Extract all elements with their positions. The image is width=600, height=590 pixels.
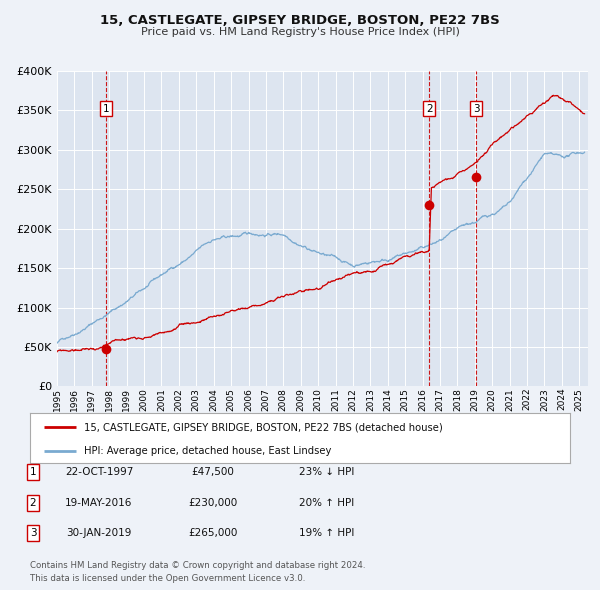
Text: 19-MAY-2016: 19-MAY-2016 bbox=[65, 498, 133, 507]
Text: Contains HM Land Registry data © Crown copyright and database right 2024.: Contains HM Land Registry data © Crown c… bbox=[30, 560, 365, 570]
Text: 20% ↑ HPI: 20% ↑ HPI bbox=[299, 498, 355, 507]
Text: 30-JAN-2019: 30-JAN-2019 bbox=[67, 529, 131, 538]
Text: 2: 2 bbox=[426, 104, 433, 114]
Text: 1: 1 bbox=[103, 104, 109, 114]
Text: Price paid vs. HM Land Registry's House Price Index (HPI): Price paid vs. HM Land Registry's House … bbox=[140, 28, 460, 37]
Text: 19% ↑ HPI: 19% ↑ HPI bbox=[299, 529, 355, 538]
Text: £47,500: £47,500 bbox=[191, 467, 235, 477]
Text: 3: 3 bbox=[29, 529, 37, 538]
Text: £230,000: £230,000 bbox=[188, 498, 238, 507]
Text: This data is licensed under the Open Government Licence v3.0.: This data is licensed under the Open Gov… bbox=[30, 573, 305, 583]
Text: 15, CASTLEGATE, GIPSEY BRIDGE, BOSTON, PE22 7BS (detached house): 15, CASTLEGATE, GIPSEY BRIDGE, BOSTON, P… bbox=[84, 422, 443, 432]
Text: 2: 2 bbox=[29, 498, 37, 507]
Text: 15, CASTLEGATE, GIPSEY BRIDGE, BOSTON, PE22 7BS: 15, CASTLEGATE, GIPSEY BRIDGE, BOSTON, P… bbox=[100, 14, 500, 27]
Text: 22-OCT-1997: 22-OCT-1997 bbox=[65, 467, 133, 477]
Text: 23% ↓ HPI: 23% ↓ HPI bbox=[299, 467, 355, 477]
Text: 1: 1 bbox=[29, 467, 37, 477]
Text: 3: 3 bbox=[473, 104, 479, 114]
Text: HPI: Average price, detached house, East Lindsey: HPI: Average price, detached house, East… bbox=[84, 445, 331, 455]
Text: £265,000: £265,000 bbox=[188, 529, 238, 538]
